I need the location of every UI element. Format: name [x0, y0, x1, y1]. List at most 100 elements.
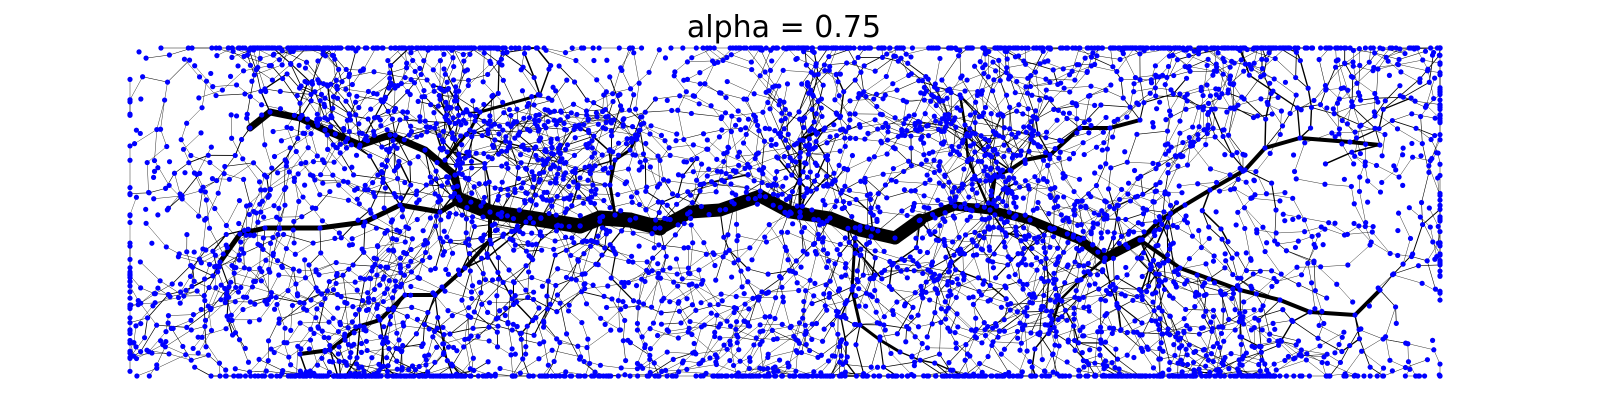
network-edge [1140, 176, 1144, 195]
network-edge [1058, 280, 1078, 297]
network-edge [547, 254, 556, 282]
network-edge [468, 63, 491, 86]
network-edge [473, 311, 498, 333]
network-edge [1083, 284, 1090, 308]
network-edge [328, 321, 353, 339]
network-edge [593, 93, 613, 103]
network-edge [1096, 185, 1105, 202]
network-edge [1113, 243, 1120, 259]
network-edge [719, 92, 739, 112]
network-edge [1117, 196, 1136, 206]
network-edge [1125, 219, 1145, 233]
network-edge [808, 113, 817, 140]
network-edge [1050, 188, 1058, 207]
network-edge [1192, 145, 1211, 170]
network-edge [1107, 231, 1129, 235]
network-edge [1002, 104, 1020, 116]
network-edge [1205, 310, 1213, 329]
network-edge [649, 359, 674, 375]
network-edge [439, 98, 448, 116]
network-edge [201, 299, 222, 310]
network-edge [359, 117, 376, 146]
network-edge [1230, 353, 1263, 361]
network-edge [259, 297, 277, 320]
network-edge [1079, 274, 1091, 300]
network-edge [995, 311, 1025, 324]
network-edge [1088, 117, 1107, 133]
network-edge [582, 246, 591, 275]
network-edge [1241, 351, 1262, 366]
network-edge [1028, 185, 1052, 198]
network-edge [1127, 178, 1139, 195]
network-edge [925, 113, 939, 130]
network-edge [988, 114, 1003, 142]
network-edge [970, 195, 992, 211]
network-edge [266, 176, 270, 196]
network-edge [344, 302, 349, 328]
network-edge [472, 303, 483, 329]
network-edge [908, 160, 935, 173]
network-edge [825, 263, 836, 286]
network-edge [276, 290, 289, 305]
network-edge [393, 309, 398, 334]
network-edge [914, 93, 925, 116]
network-edge [735, 329, 757, 339]
network-edge [700, 206, 721, 211]
network-edge [1351, 144, 1381, 153]
network-edge [464, 339, 471, 369]
network-edge [1169, 315, 1179, 334]
network-edge [500, 182, 524, 190]
network-edge [1150, 269, 1174, 283]
network-edge [629, 94, 635, 111]
network-edge [315, 262, 337, 271]
network-edge [1382, 338, 1406, 344]
network-edge [178, 256, 202, 263]
network-edge [557, 205, 573, 226]
network-edge [891, 289, 916, 293]
network-edge [249, 370, 267, 373]
network-edge [959, 94, 983, 117]
network-edge [1142, 299, 1156, 322]
network-edge [1155, 217, 1170, 247]
network-edge [1208, 226, 1223, 240]
network-edge [389, 257, 401, 281]
network-edge [446, 66, 454, 83]
network-edge [1059, 299, 1075, 327]
network-edge [1045, 280, 1050, 312]
network-edge [1108, 274, 1128, 294]
network-edge [303, 287, 317, 304]
network-edge [674, 57, 692, 73]
network-edge [444, 138, 456, 161]
network-edge [989, 227, 994, 248]
network-edge [885, 168, 894, 186]
network-edge [859, 255, 874, 279]
network-edge [1088, 237, 1102, 264]
network-edge [832, 346, 840, 377]
network-edge [445, 57, 454, 75]
network-edge [1173, 71, 1191, 76]
network-edge [270, 65, 283, 79]
network-edge [402, 345, 422, 347]
network-edge [1242, 358, 1259, 365]
network-edge [917, 120, 947, 127]
network-edge [531, 277, 556, 286]
network-edge [264, 274, 279, 302]
network-edge [394, 134, 411, 164]
network-edge [1055, 264, 1082, 280]
network-edge [761, 182, 783, 195]
network-edge [759, 296, 776, 298]
network-edge [1110, 47, 1114, 67]
network-edge [1354, 314, 1361, 340]
network-edge [286, 322, 301, 343]
network-edge [327, 85, 333, 119]
network-edge [708, 209, 726, 215]
network-edge [1405, 359, 1428, 368]
network-edge [956, 279, 964, 298]
network-edge [1110, 161, 1128, 169]
network-edge [1392, 113, 1413, 121]
network-edge [1344, 351, 1362, 375]
network-edge [981, 294, 1011, 304]
network-edge [488, 340, 512, 356]
network-edge [824, 70, 839, 82]
network-edge [648, 49, 660, 73]
